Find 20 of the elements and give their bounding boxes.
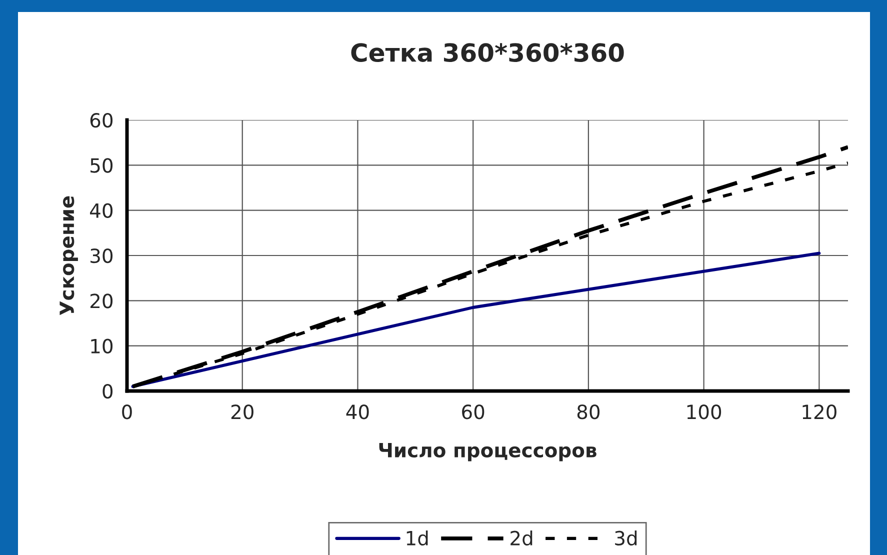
- y-tick-label: 30: [90, 248, 113, 264]
- x-tick-label: 120: [802, 404, 836, 420]
- y-tick-label: 40: [90, 203, 113, 218]
- x-tick-label: 20: [231, 404, 254, 420]
- legend-label: 1d: [406, 530, 428, 546]
- y-tick-label: 50: [90, 158, 113, 173]
- x-tick-label: 100: [687, 404, 722, 420]
- y-tick-label: 0: [102, 384, 113, 399]
- y-tick-label: 60: [90, 112, 113, 128]
- chart-title: Сетка 360*360*360: [351, 43, 624, 62]
- x-axis-title: Число процессоров: [379, 443, 596, 462]
- legend-label: 2d: [510, 530, 532, 546]
- x-tick-label: 0: [122, 404, 132, 420]
- y-tick-label: 20: [90, 294, 113, 308]
- x-tick-label: 40: [346, 404, 369, 420]
- x-tick-label: 80: [577, 404, 600, 420]
- legend-label: 3d: [615, 530, 637, 546]
- x-tick-label: 60: [462, 404, 484, 420]
- y-axis-title: Ускорение: [60, 196, 78, 316]
- y-tick-label: 10: [91, 338, 113, 354]
